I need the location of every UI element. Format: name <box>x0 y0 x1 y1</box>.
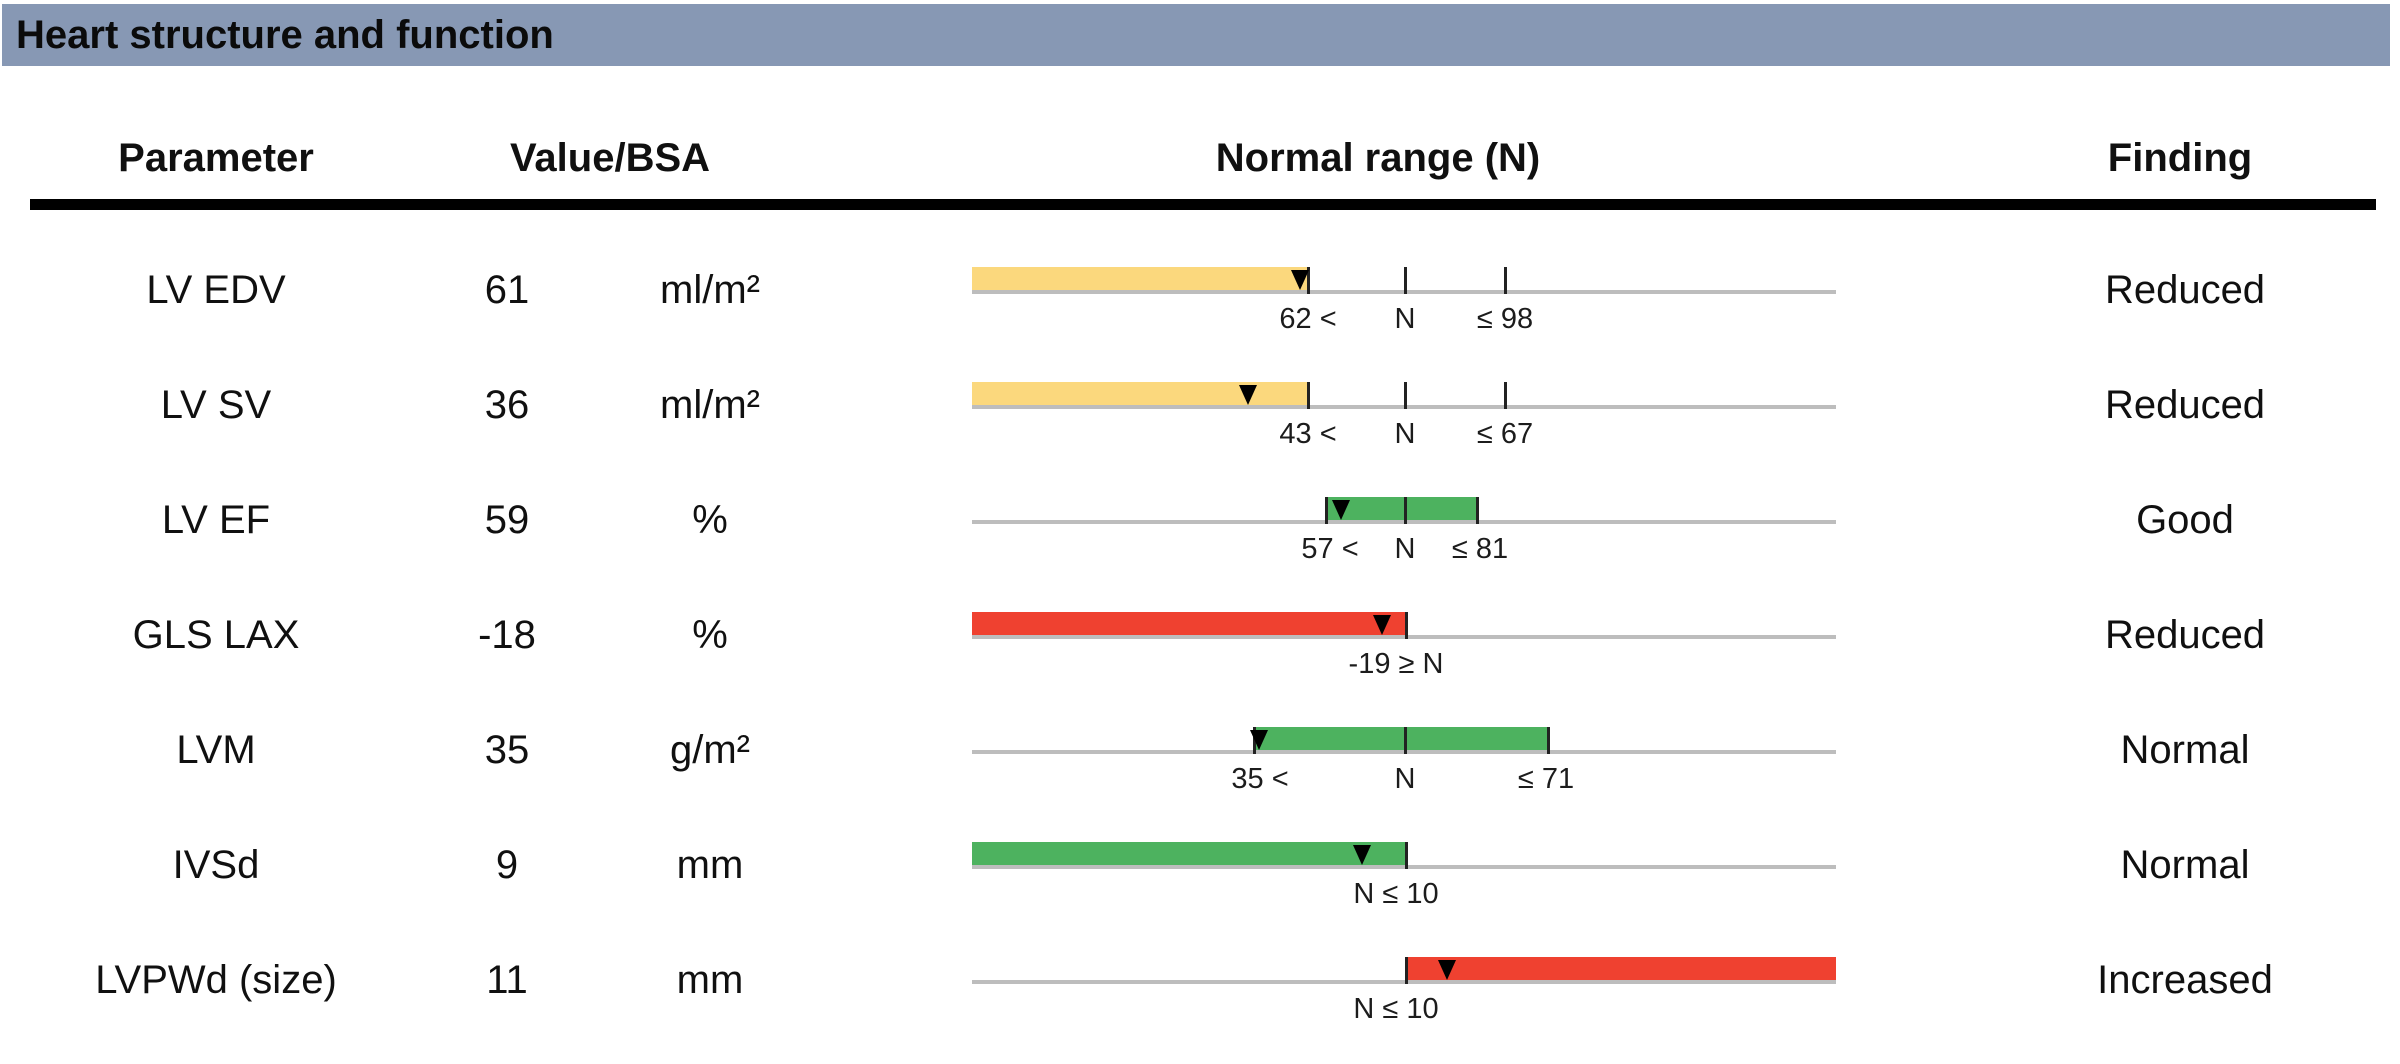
unit-text: mm <box>676 958 744 1002</box>
range-label: ≤ 81 <box>1451 533 1509 565</box>
range-baseline <box>972 980 1836 984</box>
value-marker-icon <box>1239 385 1257 405</box>
parameter-label: LVPWd (size) <box>95 958 337 1002</box>
finding-text: Reduced <box>2104 613 2266 657</box>
range-label: 57 < <box>1301 533 1359 565</box>
range-label: N <box>1394 303 1416 335</box>
range-baseline <box>972 865 1836 869</box>
range-segment <box>1254 727 1548 750</box>
range-label: N ≤ 10 <box>1353 878 1439 910</box>
column-header-normal-range: Normal range (N) <box>1215 135 1541 180</box>
parameter-label: LV EF <box>161 498 271 542</box>
table-row: LVPWd (size) 11 mm N ≤ 10 Increased <box>0 923 2400 1038</box>
value-text: 35 <box>484 728 530 772</box>
unit-text: ml/m² <box>660 268 760 312</box>
unit-text: mm <box>676 843 744 887</box>
header-divider-rule <box>30 199 2376 210</box>
range-label: 35 < <box>1231 763 1289 795</box>
table-row: LVM 35 g/m² 35 < N ≤ 71 Normal <box>0 693 2400 808</box>
value-text: -18 <box>478 613 536 657</box>
parameter-label: LV SV <box>160 383 272 427</box>
range-label: N <box>1394 533 1416 565</box>
value-text: 61 <box>484 268 530 312</box>
range-tick <box>1547 727 1550 754</box>
column-header-value-bsa: Value/BSA <box>509 135 711 180</box>
finding-text: Reduced <box>2104 383 2266 427</box>
range-label: N ≤ 10 <box>1353 993 1439 1025</box>
unit-text: % <box>692 498 728 542</box>
range-baseline <box>972 635 1836 639</box>
range-chart: 43 < N ≤ 67 <box>972 382 1836 460</box>
finding-text: Good <box>2136 498 2234 542</box>
range-tick <box>1404 497 1407 524</box>
range-segment <box>1326 497 1477 520</box>
value-marker-icon <box>1373 615 1391 635</box>
range-label: ≤ 98 <box>1476 303 1534 335</box>
finding-text: Normal <box>2120 728 2250 772</box>
unit-text: ml/m² <box>660 383 760 427</box>
range-tick <box>1504 267 1507 294</box>
table-row: GLS LAX -18 % -19 ≥ N Reduced <box>0 578 2400 693</box>
unit-text: % <box>692 613 728 657</box>
range-label: ≤ 67 <box>1476 418 1534 450</box>
section-title-bar: Heart structure and function <box>2 4 2390 66</box>
value-marker-icon <box>1438 960 1456 980</box>
range-tick <box>1405 842 1408 869</box>
column-header-finding: Finding <box>2107 135 2253 180</box>
range-chart: N ≤ 10 <box>972 957 1836 1035</box>
range-segment <box>1406 957 1836 980</box>
range-tick <box>1405 957 1408 984</box>
value-text: 59 <box>484 498 530 542</box>
finding-text: Increased <box>2097 958 2273 1002</box>
range-chart: N ≤ 10 <box>972 842 1836 920</box>
parameter-label: GLS LAX <box>132 613 300 657</box>
finding-text: Reduced <box>2104 268 2266 312</box>
value-marker-icon <box>1250 730 1268 750</box>
table-row: LV SV 36 ml/m² 43 < N ≤ 67 Reduced <box>0 348 2400 463</box>
range-chart: 35 < N ≤ 71 <box>972 727 1836 805</box>
parameter-label: IVSd <box>172 843 260 887</box>
range-tick <box>1325 497 1328 524</box>
value-text: 9 <box>495 843 519 887</box>
range-label: -19 ≥ N <box>1348 648 1444 680</box>
parameter-label: LVM <box>176 728 256 772</box>
range-tick <box>1404 382 1407 409</box>
table-row: LV EF 59 % 57 < N ≤ 81 Good <box>0 463 2400 578</box>
range-label: 62 < <box>1279 303 1337 335</box>
range-tick <box>1404 727 1407 754</box>
range-label: N <box>1394 418 1416 450</box>
range-tick <box>1307 382 1310 409</box>
range-chart: 62 < N ≤ 98 <box>972 267 1836 345</box>
value-text: 11 <box>486 958 528 1002</box>
table-row: LV EDV 61 ml/m² 62 < N ≤ 98 Reduced <box>0 233 2400 348</box>
range-segment <box>972 382 1308 405</box>
range-label: ≤ 71 <box>1517 763 1575 795</box>
range-tick <box>1404 267 1407 294</box>
finding-text: Normal <box>2120 843 2250 887</box>
range-label: 43 < <box>1279 418 1337 450</box>
unit-text: g/m² <box>670 728 750 772</box>
value-marker-icon <box>1332 500 1350 520</box>
column-header-parameter: Parameter <box>118 135 314 180</box>
range-tick <box>1405 612 1408 639</box>
range-tick <box>1504 382 1507 409</box>
range-chart: -19 ≥ N <box>972 612 1836 690</box>
range-segment <box>972 267 1308 290</box>
value-marker-icon <box>1353 845 1371 865</box>
value-text: 36 <box>484 383 530 427</box>
range-segment <box>972 612 1406 635</box>
range-chart: 57 < N ≤ 81 <box>972 497 1836 575</box>
table-row: IVSd 9 mm N ≤ 10 Normal <box>0 808 2400 923</box>
value-marker-icon <box>1291 270 1309 290</box>
section-title: Heart structure and function <box>16 12 554 57</box>
parameter-label: LV EDV <box>146 268 286 312</box>
range-segment <box>972 842 1406 865</box>
range-label: N <box>1394 763 1416 795</box>
range-tick <box>1476 497 1479 524</box>
